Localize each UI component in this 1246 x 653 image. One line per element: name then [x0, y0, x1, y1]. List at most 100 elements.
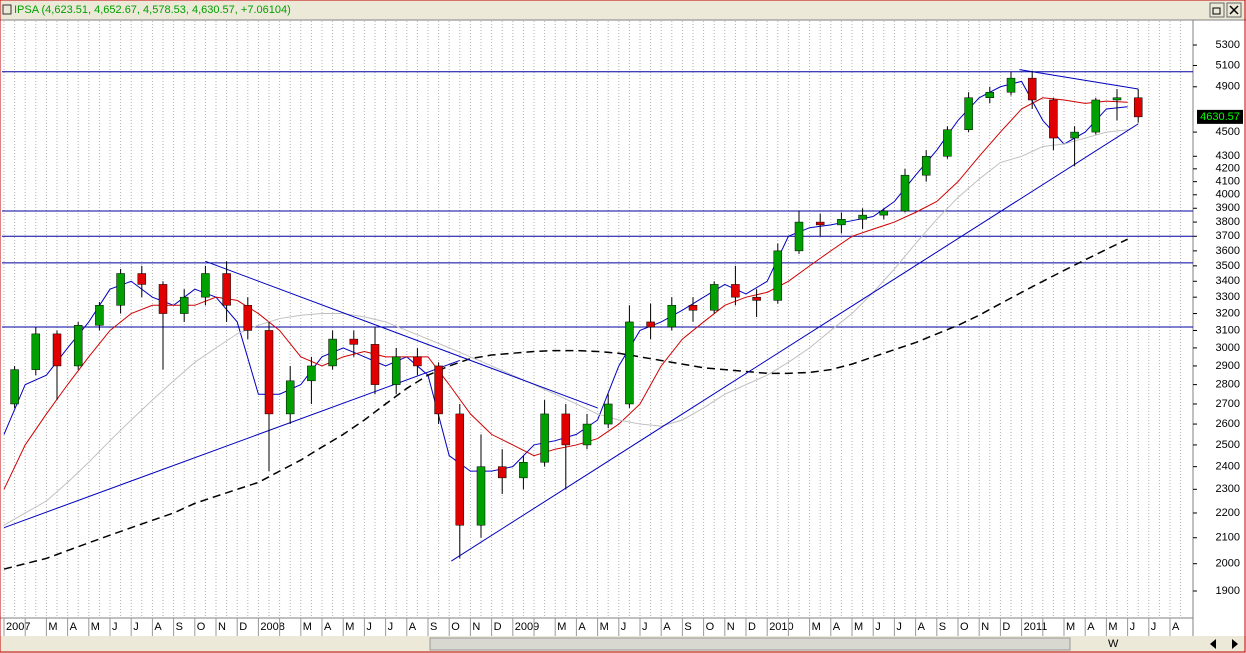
x-tick-label: M — [854, 621, 863, 633]
x-tick-label: A — [833, 621, 841, 633]
candle-body — [731, 284, 740, 298]
price-label: 4630.57 — [1200, 111, 1240, 123]
x-tick-label: O — [451, 621, 460, 633]
candle-body — [561, 413, 571, 446]
scroll-thumb[interactable] — [429, 637, 1071, 651]
candle-body — [1133, 97, 1143, 118]
x-tick-label: M — [812, 621, 821, 633]
candle-body — [603, 403, 613, 425]
x-tick-label: O — [197, 621, 206, 633]
trend-line — [1019, 69, 1139, 90]
x-tick-label: O — [960, 621, 969, 633]
candle-body — [879, 210, 889, 216]
candle-body — [455, 413, 465, 526]
x-tick-label: N — [218, 621, 226, 633]
candle-body — [1006, 77, 1016, 93]
candle-body — [709, 284, 719, 311]
x-tick-label: A — [324, 621, 332, 633]
close-icon — [1229, 5, 1239, 15]
candle-body — [646, 321, 655, 328]
x-tick-label: M — [557, 621, 566, 633]
x-tick-label: D — [748, 621, 756, 633]
y-tick-label: 3300 — [1216, 291, 1240, 303]
x-tick-label: 2009 — [515, 621, 539, 633]
y-tick-label: 3400 — [1216, 275, 1240, 287]
x-tick-label: S — [684, 621, 691, 633]
candle-body — [858, 214, 867, 220]
candle-body — [900, 174, 910, 212]
title-bar — [0, 0, 1246, 20]
candle-body — [10, 369, 19, 405]
candle-body — [201, 273, 210, 298]
x-tick-label: J — [133, 621, 139, 633]
x-tick-label: 2011 — [1024, 621, 1048, 633]
x-tick-label: M — [345, 621, 354, 633]
x-tick-label: A — [1087, 621, 1095, 633]
x-tick-label: J — [642, 621, 648, 633]
y-tick-label: 3600 — [1216, 245, 1240, 257]
week-button[interactable]: W — [1108, 638, 1119, 650]
y-tick-label: 4000 — [1216, 189, 1240, 201]
y-tick-label: 5100 — [1216, 59, 1240, 71]
y-tick-label: 2300 — [1216, 483, 1240, 495]
candle-body — [921, 156, 931, 176]
candle-body — [985, 91, 995, 98]
candle-body — [1112, 97, 1122, 101]
x-tick-label: S — [939, 621, 946, 633]
y-tick-label: 1900 — [1216, 585, 1240, 597]
y-tick-label: 5300 — [1216, 39, 1240, 51]
candle-body — [95, 305, 104, 326]
candle-body — [137, 273, 147, 285]
candle-body — [1027, 77, 1037, 101]
candle-body — [158, 284, 168, 314]
x-tick-label: A — [409, 621, 417, 633]
candle-body — [1049, 99, 1058, 139]
candle-body — [773, 250, 783, 301]
candle-body — [264, 330, 274, 415]
y-tick-label: 2900 — [1216, 360, 1240, 372]
x-tick-label: D — [1002, 621, 1010, 633]
y-tick-label: 2800 — [1216, 379, 1240, 391]
y-tick-label: 2100 — [1216, 532, 1240, 544]
y-tick-label: 2700 — [1216, 398, 1240, 410]
x-tick-label: M — [91, 621, 100, 633]
y-tick-label: 4300 — [1216, 150, 1240, 162]
candle-body — [625, 321, 634, 405]
x-tick-label: A — [154, 621, 162, 633]
x-tick-label: D — [239, 621, 247, 633]
y-tick-label: 3900 — [1216, 202, 1240, 214]
x-tick-label: J — [896, 621, 902, 633]
y-tick-label: 2000 — [1216, 558, 1240, 570]
x-tick-label: S — [430, 621, 437, 633]
x-tick-label: N — [727, 621, 735, 633]
x-tick-label: N — [472, 621, 480, 633]
restore-button[interactable] — [1209, 2, 1225, 18]
candle-body — [370, 344, 380, 385]
candle-body — [391, 356, 401, 385]
y-tick-label: 4200 — [1216, 163, 1240, 175]
chart-title: IPSA (4,623.51, 4,652.67, 4,578.53, 4,63… — [14, 4, 291, 16]
x-tick-label: M — [1108, 621, 1117, 633]
x-tick-label: J — [875, 621, 881, 633]
candle-body — [222, 273, 231, 306]
candle-body — [1091, 99, 1101, 133]
y-tick-label: 3700 — [1216, 230, 1240, 242]
candle-body — [582, 423, 592, 446]
candle-body — [497, 466, 507, 479]
candle-body — [179, 296, 189, 314]
candle-body — [794, 221, 804, 252]
candle-body — [413, 356, 422, 367]
candle-body — [434, 365, 443, 415]
x-tick-label: A — [1172, 621, 1180, 633]
restore-icon — [1212, 7, 1221, 15]
scroll-arrows[interactable] — [1210, 639, 1238, 649]
y-tick-label: 4500 — [1216, 126, 1240, 138]
candle-body — [815, 221, 825, 226]
candle-body — [752, 296, 761, 301]
candle-body — [519, 461, 528, 479]
x-tick-label: N — [981, 621, 989, 633]
candle-body — [243, 305, 253, 331]
x-tick-label: A — [918, 621, 926, 633]
